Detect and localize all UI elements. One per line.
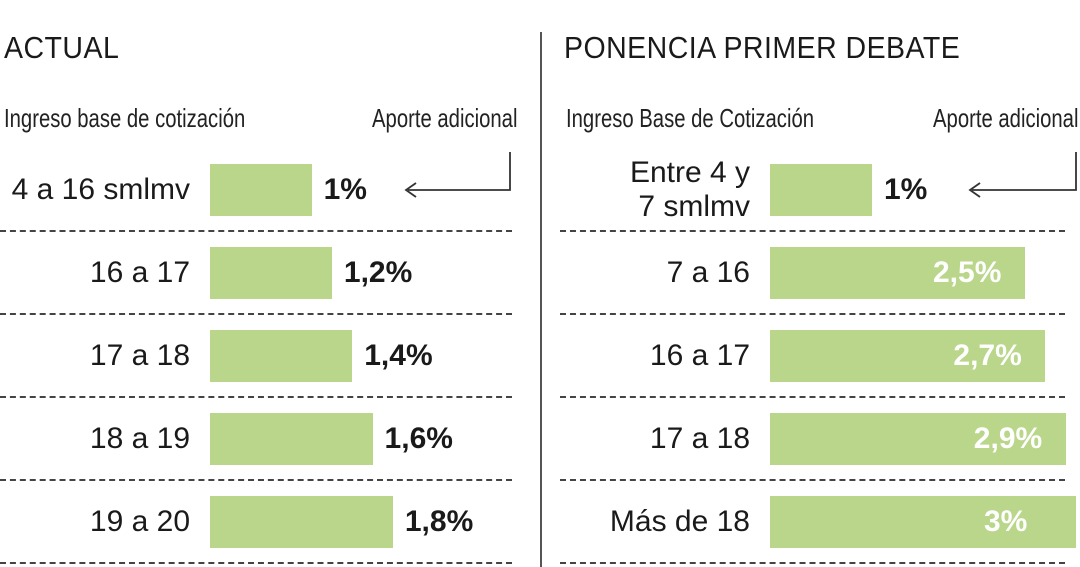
panel-title: PONENCIA PRIMER DEBATE — [564, 30, 961, 65]
bar-row: 4 a 16 smlmv 1% — [0, 150, 525, 232]
bar — [210, 164, 312, 216]
bar-row: 16 a 17 2,7% — [560, 316, 1080, 398]
panel-title: ACTUAL — [4, 30, 120, 65]
panel-ponencia: PONENCIA PRIMER DEBATE Ingreso Base de C… — [560, 0, 1080, 567]
row-separator — [0, 313, 512, 315]
row-separator — [560, 562, 1065, 564]
value-label: 1% — [884, 173, 928, 206]
value-label: 3% — [984, 505, 1028, 538]
category-header: Ingreso base de cotización — [4, 103, 246, 133]
value-label: 1,8% — [404, 505, 474, 538]
bar-row: 18 a 19 1,6% — [0, 399, 525, 481]
row-separator — [0, 396, 512, 398]
bar-row: 17 a 18 2,9% — [560, 399, 1080, 481]
bar-row: 19 a 20 1,8% — [0, 482, 525, 564]
category-label: 16 a 17 — [89, 256, 190, 289]
bar — [770, 413, 1066, 465]
row-separator — [560, 230, 1065, 232]
row-separator — [560, 396, 1065, 398]
bar — [210, 413, 373, 465]
category-label: 17 a 18 — [649, 422, 750, 455]
bar-row: 17 a 18 1,4% — [0, 316, 525, 398]
bar-row: 16 a 17 1,2% — [0, 233, 525, 315]
row-separator — [0, 479, 512, 481]
category-label: 7 a 16 — [666, 256, 750, 289]
bar-row: Más de 18 3% — [560, 482, 1080, 564]
value-label: 2,7% — [953, 339, 1022, 372]
arrow-icon — [968, 152, 1077, 198]
bar-row: Entre 4 y 7 smlmv 1% — [560, 150, 1080, 232]
category-label: Más de 18 — [609, 505, 750, 538]
row-separator — [560, 313, 1065, 315]
bar — [770, 247, 1025, 299]
bar — [770, 330, 1046, 382]
bar — [210, 330, 353, 382]
arrow-icon — [404, 152, 511, 198]
value-label: 2,9% — [973, 422, 1043, 455]
row-separator — [0, 230, 512, 232]
category-label: 4 a 16 smlmv — [11, 173, 190, 206]
category-label: Entre 4 y 7 smlmv — [629, 156, 750, 223]
panel-actual: ACTUAL Ingreso base de cotización Aporte… — [0, 0, 525, 567]
bar — [770, 496, 1076, 548]
category-header: Ingreso Base de Cotización — [566, 103, 815, 133]
row-separator — [560, 479, 1065, 481]
value-header: Aporte adicional — [932, 103, 1078, 133]
value-label: 1,4% — [364, 339, 433, 372]
category-label: 17 a 18 — [89, 339, 190, 372]
bar — [210, 247, 332, 299]
value-label: 1,2% — [343, 256, 413, 289]
value-header: Aporte adicional — [371, 103, 517, 133]
category-label: 16 a 17 — [649, 339, 750, 372]
value-label: 1,6% — [384, 422, 453, 455]
value-label: 2,5% — [933, 256, 1002, 289]
bar — [210, 496, 393, 548]
category-label: 18 a 19 — [89, 422, 190, 455]
bar-row: 7 a 16 2,5% — [560, 233, 1080, 315]
category-label: 19 a 20 — [89, 505, 190, 538]
row-separator — [0, 562, 512, 564]
panel-divider — [540, 32, 542, 567]
value-label: 1% — [323, 173, 367, 206]
bar — [770, 164, 872, 216]
